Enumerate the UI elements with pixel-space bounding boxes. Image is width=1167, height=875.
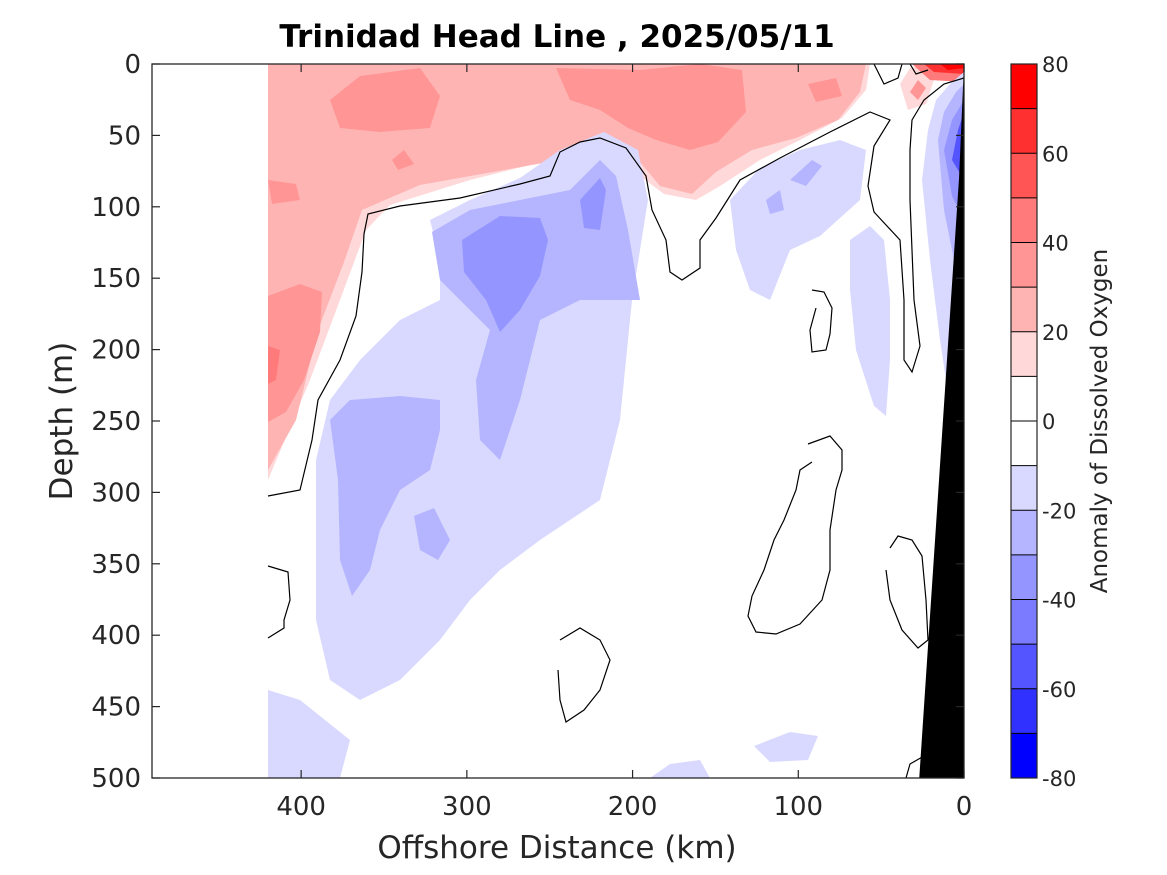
y-tick-label: 400 [91, 621, 141, 651]
colorbar-band [1011, 197, 1037, 243]
colorbar-tick-label: -80 [1042, 767, 1076, 791]
neg-deep-offshore [268, 690, 350, 778]
contour-fill-layer [268, 64, 964, 778]
y-tick-label: 150 [91, 264, 141, 294]
neg-column-10-20 [850, 226, 890, 416]
y-tick-label: 350 [91, 550, 141, 580]
neg-deep-mid [650, 760, 710, 778]
pos-band-40-50 [268, 346, 280, 384]
x-tick-label: 200 [608, 792, 658, 822]
y-axis: 0 50 100 150 200 250 300 350 400 450 500 [91, 50, 964, 794]
colorbar-tick-label: -20 [1042, 499, 1076, 523]
x-tick-label: 400 [276, 792, 326, 822]
y-tick-label: 250 [91, 407, 141, 437]
y-tick-label: 100 [91, 193, 141, 223]
y-axis-label: Depth (m) [44, 342, 80, 501]
colorbar-band [1011, 331, 1037, 377]
zero-contour-deep-a [747, 435, 843, 635]
y-tick-label: 300 [91, 478, 141, 508]
colorbar-band [1011, 644, 1037, 689]
x-axis-label: Offshore Distance (km) [377, 830, 736, 866]
y-tick-label: 0 [124, 50, 141, 80]
pos-band-30-40-dot [392, 150, 414, 170]
colorbar-band [1011, 510, 1037, 555]
zero-contour-lines [267, 64, 964, 778]
zero-contour-upper-b [909, 64, 929, 75]
pos-band-30-40-edge [268, 180, 300, 204]
colorbar-tick-label: 0 [1042, 410, 1055, 434]
y-tick-label: 450 [91, 693, 141, 723]
pos-peak-surface-3 [940, 64, 964, 70]
zero-contour-deep-c [885, 535, 929, 649]
neg-shelf-20-30 [790, 160, 822, 186]
zero-contour-small-a [809, 289, 833, 353]
colorbar-frame [1010, 63, 1038, 779]
zero-contour-main [267, 77, 964, 497]
colorbar: 80 60 40 20 0 -20 -40 -60 -80 [1010, 53, 1076, 791]
colorbar-label: Anomaly of Dissolved Oxygen [1087, 249, 1113, 594]
colorbar-tick-label: 20 [1042, 321, 1069, 345]
colorbar-tick-label: 40 [1042, 232, 1069, 256]
neg-band-30-40-core [462, 216, 548, 332]
colorbar-band [1011, 688, 1037, 734]
pos-band-20-30 [268, 64, 866, 470]
colorbar-band [1011, 599, 1037, 645]
x-axis: 400 300 200 100 0 [276, 64, 972, 822]
colorbar-band [1011, 242, 1037, 288]
x-tick-label: 300 [442, 792, 492, 822]
pos-band-30-40-small [808, 78, 842, 102]
y-tick-label: 500 [91, 764, 141, 794]
colorbar-band [1011, 554, 1037, 600]
neg-band-20-30-lower [330, 396, 440, 596]
y-tick-label: 200 [91, 336, 141, 366]
pos-band-30-40-mid [556, 64, 746, 150]
colorbar-band [1011, 108, 1037, 154]
colorbar-tick-label: -60 [1042, 678, 1076, 702]
colorbar-band [1011, 153, 1037, 198]
neg-band-20-30-blob [414, 508, 450, 560]
colorbar-band [1011, 733, 1037, 778]
neg-shelf-20-30-b [766, 190, 784, 214]
colorbar-tick-label: 60 [1042, 142, 1069, 166]
neg-deep-near [754, 732, 818, 762]
pos-band-30-40-lobe [268, 284, 322, 422]
colorbar-band [1011, 287, 1037, 332]
pos-band-30-40-upper [330, 68, 440, 132]
colorbar-tick-label: -40 [1042, 589, 1076, 613]
colorbar-band [1011, 465, 1037, 511]
zero-contour-top-a [873, 64, 903, 85]
pos-coast-30-40 [910, 80, 926, 100]
bathymetry-mask [919, 64, 964, 778]
colorbar-band [1011, 64, 1037, 109]
zero-contour-offshore-a [267, 565, 291, 639]
colorbar-tick-label: 80 [1042, 53, 1069, 77]
y-tick-label: 50 [108, 121, 141, 151]
zero-contour-deep-b [557, 627, 611, 723]
x-tick-label: 0 [956, 792, 973, 822]
x-tick-label: 100 [773, 792, 823, 822]
chart-title: Trinidad Head Line , 2025/05/11 [279, 19, 834, 55]
colorbar-band [1011, 376, 1037, 421]
colorbar-band [1011, 421, 1037, 466]
neg-shelf-10-20 [730, 140, 866, 300]
neg-band-30-40-small [580, 178, 606, 230]
